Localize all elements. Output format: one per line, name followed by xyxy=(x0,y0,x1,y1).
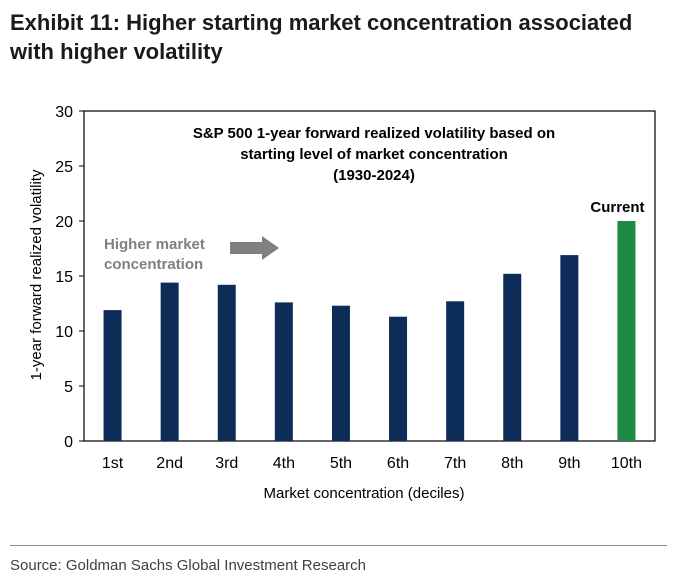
chart-title-line-2: starting level of market concentration xyxy=(240,146,508,163)
y-tick-label: 10 xyxy=(55,324,73,341)
x-tick-label: 9th xyxy=(558,455,580,472)
annotation-text-line-2: concentration xyxy=(104,256,203,273)
right-arrow-icon xyxy=(230,236,279,260)
bar-2nd xyxy=(160,282,179,441)
chart-title-line-3: (1930-2024) xyxy=(333,167,415,184)
exhibit-title: Exhibit 11: Higher starting market conce… xyxy=(10,10,633,64)
bars xyxy=(103,221,636,441)
x-tick-label: 8th xyxy=(501,455,523,472)
chart: 0 5 10 15 20 25 30 1st 2nd 3rd 4th 5th 6th 7th 8th 9th… xyxy=(28,104,656,502)
x-tick-label: 2nd xyxy=(156,455,183,472)
y-tick-label: 5 xyxy=(64,379,73,396)
y-tick-label: 25 xyxy=(55,159,73,176)
x-tick-label: 3rd xyxy=(215,455,238,472)
divider xyxy=(10,545,667,546)
annotation-text-line-1: Higher market xyxy=(104,236,205,253)
x-tick-label: 5th xyxy=(330,455,352,472)
y-tick-label: 0 xyxy=(64,434,73,451)
y-axis-label: 1-year forward realized volatility xyxy=(28,169,45,380)
bar-10th xyxy=(617,221,636,441)
x-tick-label: 10th xyxy=(611,455,642,472)
x-tick-label: 1st xyxy=(102,455,124,472)
x-axis-label: Market concentration (deciles) xyxy=(264,485,465,502)
current-label: Current xyxy=(590,199,644,216)
source-note: Source: Goldman Sachs Global Investment … xyxy=(10,557,367,574)
bar-1st xyxy=(103,310,122,441)
bar-6th xyxy=(389,316,408,441)
bar-8th xyxy=(503,273,522,441)
bar-7th xyxy=(446,301,465,441)
bar-4th xyxy=(274,302,293,441)
x-tick-label: 7th xyxy=(444,455,466,472)
chart-title-line-1: S&P 500 1-year forward realized volatili… xyxy=(193,125,555,142)
y-tick-label: 20 xyxy=(55,214,73,231)
y-tick-label: 30 xyxy=(55,104,73,121)
y-tick-label: 15 xyxy=(55,269,73,286)
bar-3rd xyxy=(217,284,236,441)
x-axis-ticks: 1st 2nd 3rd 4th 5th 6th 7th 8th 9th 10th xyxy=(102,455,642,472)
bar-5th xyxy=(331,305,350,441)
bar-9th xyxy=(560,255,579,441)
x-tick-label: 6th xyxy=(387,455,409,472)
x-tick-label: 4th xyxy=(273,455,295,472)
y-axis-ticks: 0 5 10 15 20 25 30 xyxy=(55,104,84,451)
